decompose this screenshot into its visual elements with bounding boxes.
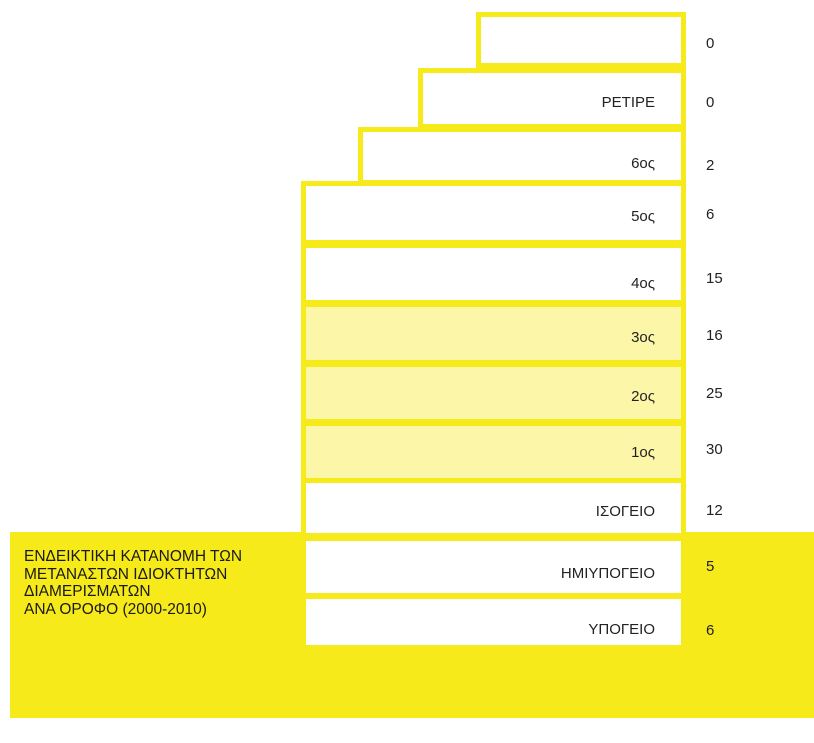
- floor-count: 16: [706, 327, 723, 344]
- floor-label: ΗΜΙΥΠΟΓΕΙΟ: [560, 565, 655, 582]
- floor-count: 6: [706, 206, 715, 223]
- floor-label: 3ος: [631, 329, 655, 346]
- floor-basement: ΥΠΟΓΕΙΟ: [301, 594, 686, 650]
- floor-5: 5ος: [301, 181, 686, 245]
- floor-3: 3ος: [301, 302, 686, 365]
- floor-1: 1ος: [301, 421, 686, 483]
- caption-line: ΑΝΑ ΟΡΟΦΟ (2000-2010): [24, 600, 207, 618]
- caption-line: ΜΕΤΑΝΑΣΤΩΝ ΙΔΙΟΚΤΗΤΩΝ: [24, 565, 228, 583]
- floor-label: 5ος: [631, 208, 655, 225]
- floor-count: 12: [706, 502, 723, 519]
- floor-penthouse: ΡΕΤΙΡΕ: [418, 68, 686, 129]
- floor-label: 1ος: [631, 444, 655, 461]
- floor-roof: [476, 12, 686, 68]
- floor-count: 0: [706, 35, 715, 52]
- floor-count: 0: [706, 94, 715, 111]
- floor-count: 2: [706, 157, 715, 174]
- diagram-caption: ΕΝΔΕΙΚΤΙΚΗ ΚΑΤΑΝΟΜΗ ΤΩΝ ΜΕΤΑΝΑΣΤΩΝ ΙΔΙΟΚ…: [24, 548, 324, 618]
- floor-2: 2ος: [301, 362, 686, 424]
- floor-label: 2ος: [631, 388, 655, 405]
- floor-6: 6ος: [358, 127, 686, 185]
- floor-count: 6: [706, 622, 715, 639]
- floor-label: 6ος: [631, 155, 655, 172]
- floor-ground: ΙΣΟΓΕΙΟ: [301, 478, 686, 538]
- floor-4: 4ος: [301, 243, 686, 305]
- floor-count: 25: [706, 385, 723, 402]
- caption-line: ΔΙΑΜΕΡΙΣΜΑΤΩΝ: [24, 583, 151, 600]
- floor-label: ΙΣΟΓΕΙΟ: [595, 503, 655, 520]
- caption-line: ΕΝΔΕΙΚΤΙΚΗ ΚΑΤΑΝΟΜΗ ΤΩΝ: [24, 548, 243, 565]
- floor-label: ΡΕΤΙΡΕ: [601, 94, 655, 111]
- floor-count: 30: [706, 441, 723, 458]
- floor-label: 4ος: [631, 275, 655, 292]
- floor-label: ΥΠΟΓΕΙΟ: [588, 621, 655, 638]
- floor-semi-basement: ΗΜΙΥΠΟΓΕΙΟ: [301, 536, 686, 598]
- floor-count: 5: [706, 558, 715, 575]
- floor-count: 15: [706, 270, 723, 287]
